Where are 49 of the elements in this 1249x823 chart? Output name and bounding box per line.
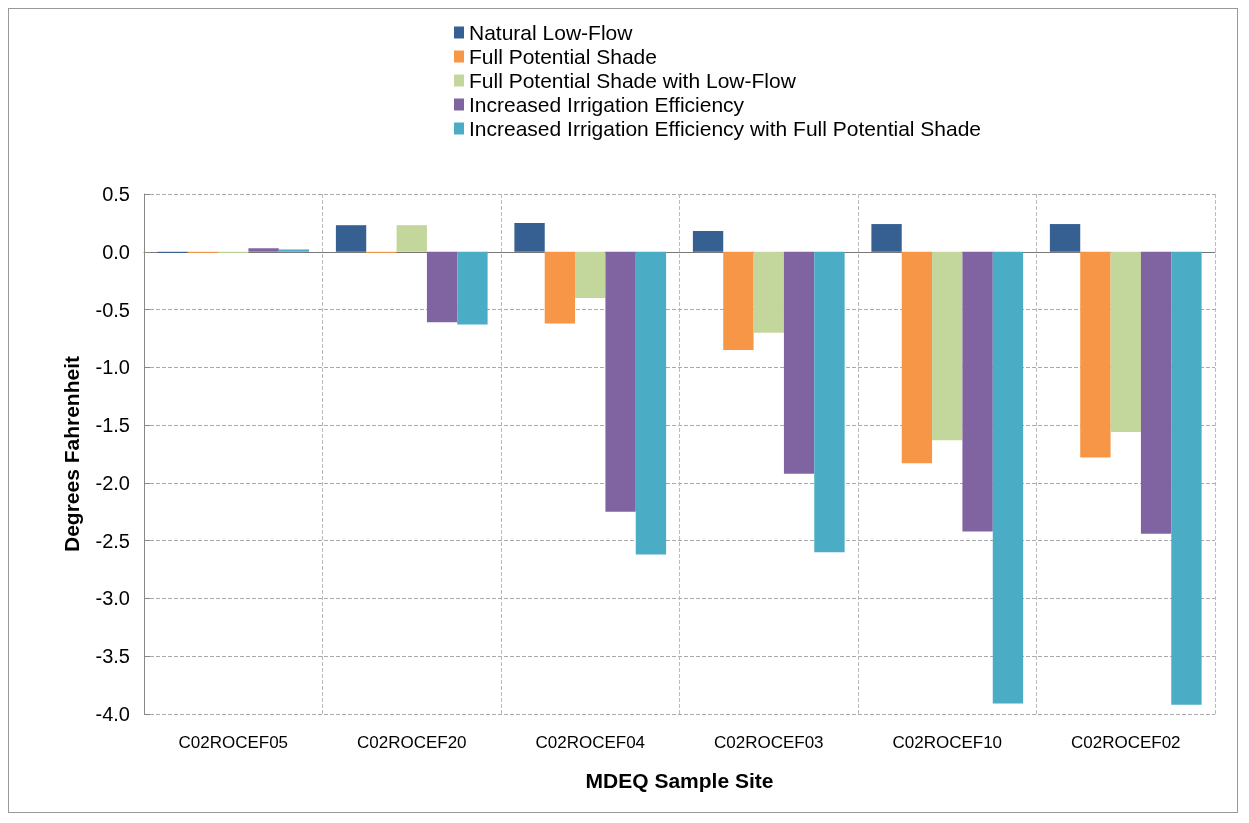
bar — [814, 251, 845, 553]
bar — [575, 251, 606, 298]
bar — [396, 225, 427, 252]
y-tick-label: 0.5 — [102, 183, 130, 205]
bar — [692, 230, 724, 252]
y-tick-label: -3.5 — [95, 645, 130, 668]
bar — [278, 249, 310, 252]
bar — [605, 251, 636, 512]
bar — [635, 251, 667, 555]
bar — [544, 251, 576, 324]
x-axis-title: MDEQ Sample Site — [585, 769, 774, 792]
bar — [457, 251, 488, 325]
x-tick-label: C02ROCEF04 — [535, 733, 646, 752]
bar — [723, 251, 754, 350]
legend-label: Full Potential Shade — [469, 45, 657, 68]
bar — [901, 251, 933, 464]
bar — [1110, 251, 1141, 433]
bar — [1080, 251, 1111, 458]
bar — [335, 225, 367, 252]
bar — [248, 248, 279, 252]
x-tick-label: C02ROCEF20 — [356, 733, 467, 752]
bar — [962, 251, 993, 532]
y-axis-title: Degrees Fahrenheit — [60, 355, 83, 553]
y-tick-label: 0.0 — [102, 240, 130, 263]
bar — [992, 251, 1024, 704]
y-tick-label: -3.0 — [95, 587, 130, 610]
y-tick-label: -0.5 — [95, 298, 130, 321]
y-tick-label: -4.0 — [95, 703, 130, 725]
bar — [932, 251, 963, 441]
legend-label: Natural Low-Flow — [469, 21, 634, 44]
bar — [514, 222, 545, 252]
bar — [783, 251, 815, 474]
y-tick-label: -2.5 — [95, 529, 130, 552]
x-tick-label: C02ROCEF03 — [713, 733, 824, 752]
y-tick-label: -1.5 — [95, 414, 130, 437]
bar — [871, 224, 902, 252]
x-tick-label: C02ROCEF10 — [892, 733, 1003, 752]
x-tick-label: C02ROCEF02 — [1070, 733, 1181, 752]
x-tick-label: C02ROCEF05 — [178, 733, 289, 752]
bar — [1171, 251, 1202, 705]
y-tick-label: -1.0 — [95, 356, 130, 379]
legend-label: Full Potential Shade with Low-Flow — [469, 69, 797, 92]
bar — [1140, 251, 1172, 534]
bar — [753, 251, 784, 333]
legend-label: Increased Irrigation Efficiency with Full Potential Shade — [469, 117, 982, 140]
bar — [1049, 224, 1081, 252]
y-tick-label: -2.0 — [95, 471, 130, 494]
legend-label: Increased Irrigation Efficiency — [469, 93, 745, 116]
bar — [426, 251, 458, 323]
